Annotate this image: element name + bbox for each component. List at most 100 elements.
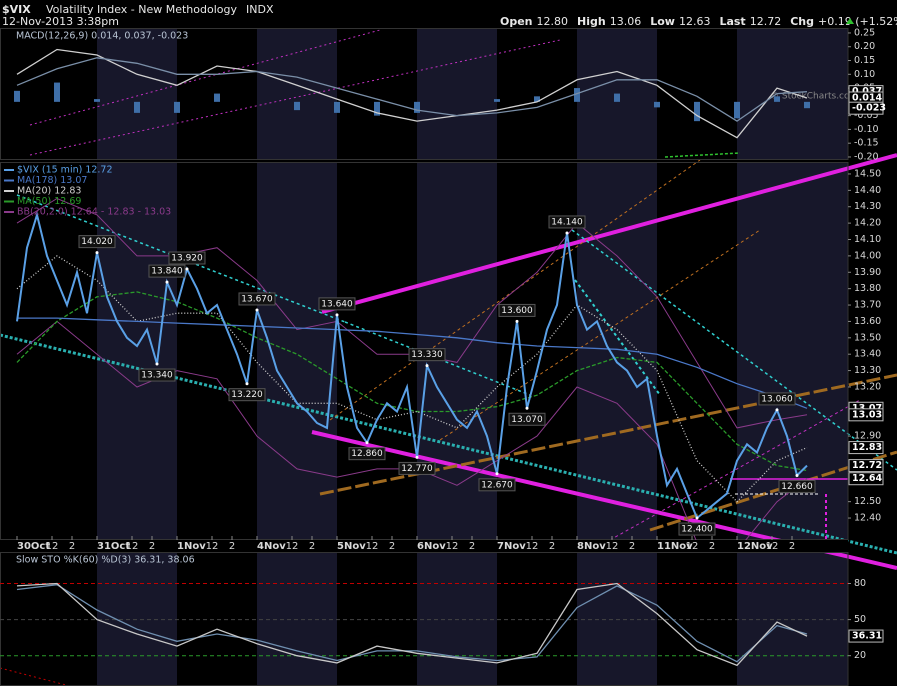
y-tick-label: 12.90 <box>854 431 881 442</box>
quote-value: +0.19 (+1.52%) <box>818 15 897 28</box>
y-tick-label: 0.15 <box>854 55 875 66</box>
annotation-label: 13.640 <box>321 299 353 309</box>
annotation-point <box>515 319 519 323</box>
y-tick-label: 13.30 <box>854 365 881 376</box>
day-stripe <box>737 162 848 540</box>
annotation-label: 13.670 <box>241 294 273 304</box>
x-tick-label: 31Oct <box>97 541 130 552</box>
histogram-bar <box>574 88 580 102</box>
annotation-label: 13.330 <box>411 350 443 360</box>
x-tick-label: 1Nov <box>177 541 206 552</box>
value-badge <box>848 459 884 473</box>
trend-lines <box>0 29 897 686</box>
day-stripe <box>257 28 337 160</box>
histogram-bar <box>414 101 420 113</box>
series-line <box>16 211 808 520</box>
annotation-box <box>228 388 266 402</box>
annotation-box <box>238 292 276 306</box>
day-stripe <box>257 552 337 686</box>
credit: © StockCharts.com <box>770 92 858 102</box>
annotation-label: 12.860 <box>351 449 383 459</box>
datetime: 12-Nov-2013 3:38pm <box>2 15 119 28</box>
legend-entry: BB(20,2.0) 12.64 - 12.83 - 13.03 <box>17 207 171 218</box>
annotation-box <box>498 303 536 317</box>
x-tick-label: 4Nov <box>257 541 286 552</box>
series-line <box>16 582 808 667</box>
x-tick-label: 2 <box>69 541 75 552</box>
x-tick-label: 12 <box>606 541 619 552</box>
value-badge <box>848 101 884 115</box>
x-tick-label: 12 <box>686 541 699 552</box>
annotation-box <box>168 251 206 265</box>
badge-label: 0.014 <box>852 92 882 103</box>
trend-line <box>29 39 561 156</box>
annotation-box <box>678 522 716 536</box>
x-tick-label: 2 <box>469 541 475 552</box>
annotation-point <box>335 313 339 317</box>
y-tick-label: 14.10 <box>854 234 881 245</box>
annotation-label: 13.060 <box>761 394 793 404</box>
annotation-point <box>255 308 259 312</box>
panel-0 <box>14 48 810 139</box>
day-stripe <box>97 28 177 160</box>
x-tick-label: 8Nov <box>577 541 606 552</box>
x-tick-label: 2 <box>789 541 795 552</box>
trend-line <box>0 333 897 555</box>
value-badge <box>848 472 884 486</box>
annotation-box <box>148 264 186 278</box>
quote-value: 12.63 <box>679 15 711 28</box>
annotation-box <box>778 479 816 493</box>
x-axis-band <box>0 540 848 552</box>
exchange: INDX <box>246 3 274 16</box>
x-tick-label: 5Nov <box>337 541 366 552</box>
annotation-point <box>425 364 429 368</box>
quote-value: 12.80 <box>537 15 569 28</box>
annotation-point <box>155 362 159 366</box>
value-badge <box>848 408 884 422</box>
value-badge <box>848 629 884 643</box>
day-stripe <box>577 552 657 686</box>
x-tick-label: 12 <box>526 541 539 552</box>
annotation-box <box>758 392 796 406</box>
y-tick-label: -0.05 <box>854 110 879 121</box>
annotation-label: 12.670 <box>481 480 513 490</box>
annotation-box <box>408 348 446 362</box>
y-tick-label: -0.15 <box>854 138 879 149</box>
y-tick-label: 0.20 <box>854 41 875 52</box>
y-tick-label: 13.60 <box>854 316 881 327</box>
y-tick-label: 13.90 <box>854 267 881 278</box>
annotation-box <box>508 412 546 426</box>
y-tick-label: 14.20 <box>854 218 881 229</box>
security-name: Volatility Index - New Methodology <box>46 3 237 16</box>
y-tick-label: 13.50 <box>854 332 881 343</box>
y-tick-label: 0.10 <box>854 69 875 80</box>
y-tick-label: -0.10 <box>854 124 879 135</box>
annotation-label: 13.840 <box>151 267 183 277</box>
histogram-bar <box>694 101 700 122</box>
annotation-box <box>348 447 386 461</box>
badge-label: 13.07 <box>852 403 882 414</box>
x-tick-label: 11Nov <box>657 541 693 552</box>
legend-entry: MA(178) 13.07 <box>17 175 87 186</box>
x-tick-label: 2 <box>229 541 235 552</box>
x-tick-label: 12 <box>46 541 59 552</box>
x-tick-label: 2 <box>549 541 555 552</box>
annotation-label: 13.600 <box>501 306 533 316</box>
day-stripe <box>257 162 337 540</box>
panel-2 <box>0 582 848 667</box>
y-tick-label: 14.40 <box>854 185 881 196</box>
histogram-bar <box>374 101 380 116</box>
value-badge <box>848 441 884 455</box>
x-tick-label: 2 <box>309 541 315 552</box>
quote-label: Chg <box>790 15 814 28</box>
annotation-label: 14.140 <box>551 217 583 227</box>
up-arrow <box>846 18 854 24</box>
histogram-bar <box>134 101 140 113</box>
histogram-bar <box>614 93 620 102</box>
series-line <box>16 584 808 663</box>
histogram-bar <box>214 93 220 102</box>
x-tick-label: 12 <box>126 541 139 552</box>
y-tick-label: 14.50 <box>854 168 881 179</box>
annotation-point <box>775 408 779 412</box>
annotation-box <box>318 297 356 311</box>
